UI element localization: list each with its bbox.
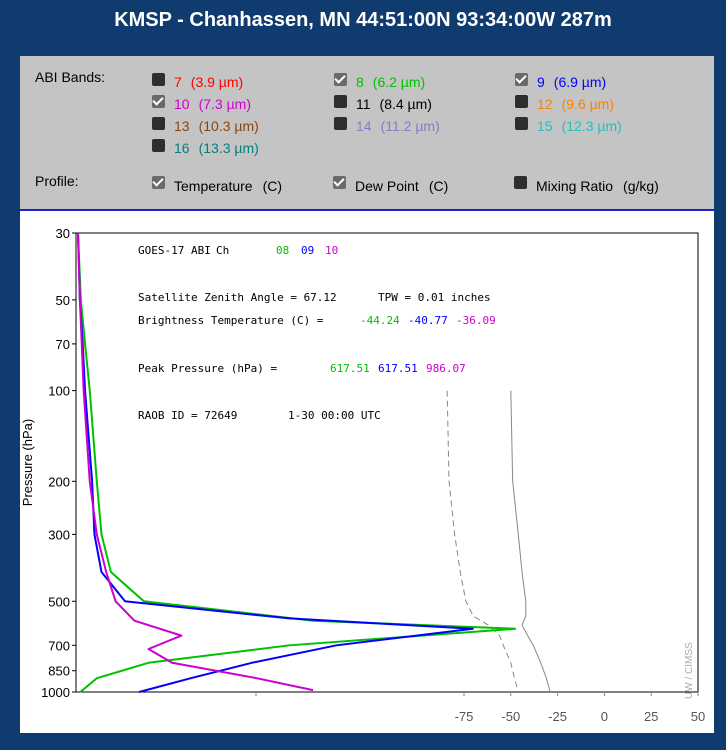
annotation-peak-value: 617.51 <box>378 362 418 375</box>
x-tick-label: -75 <box>455 709 474 724</box>
abi-bands-label: ABI Bands: <box>35 69 106 85</box>
band-number: 10 <box>174 96 190 112</box>
y-tick-label: 200 <box>48 474 70 489</box>
band-number: 12 <box>537 96 553 112</box>
band-number: 9 <box>537 74 545 90</box>
controls-panel: ABI Bands: Profile: 7 (3.9 µm) 8 (6.2 µm) 9 (… <box>20 56 714 211</box>
band-14-checkbox[interactable] <box>334 117 347 130</box>
band-number: 13 <box>174 118 190 134</box>
band-wavelength: (6.9 µm) <box>553 74 607 90</box>
profile-dew-point-label[interactable]: Dew Point (C) <box>355 178 448 194</box>
annotation-zenith: Satellite Zenith Angle = 67.12 <box>138 291 337 304</box>
band-number: 7 <box>174 74 182 90</box>
y-tick-label: 70 <box>56 337 70 352</box>
band-15-label[interactable]: 15 (12.3 µm) <box>537 118 622 134</box>
annotation-channel: 10 <box>325 244 338 257</box>
profile-name: Mixing Ratio <box>536 178 614 194</box>
band-13-checkbox[interactable] <box>152 117 165 130</box>
band-7-checkbox[interactable] <box>152 73 165 86</box>
band-8-checkbox[interactable] <box>334 73 347 86</box>
band-15-checkbox[interactable] <box>515 117 528 130</box>
band-wavelength: (8.4 µm) <box>379 96 432 112</box>
annotation-peak-label: Peak Pressure (hPa) = <box>138 362 277 375</box>
y-axis-label: Pressure (hPa) <box>20 419 35 506</box>
x-tick-label: 50 <box>691 709 705 724</box>
x-tick-label: -25 <box>548 709 567 724</box>
x-tick-label: 0 <box>601 709 608 724</box>
weighting-function-10 <box>77 232 314 692</box>
band-wavelength: (11.2 µm) <box>380 118 440 134</box>
band-16-label[interactable]: 16 (13.3 µm) <box>174 140 259 156</box>
band-14-label[interactable]: 14 (11.2 µm) <box>356 118 440 134</box>
y-tick-label: 850 <box>48 664 70 679</box>
annotation-bt-value: -36.09 <box>456 314 496 327</box>
band-11-label[interactable]: 11 (8.4 µm) <box>356 96 432 112</box>
band-number: 11 <box>356 96 371 112</box>
page-title: KMSP - Chanhassen, MN 44:51:00N 93:34:00… <box>114 9 612 31</box>
profile-unit: (C) <box>262 178 283 194</box>
profile-temperature-label[interactable]: Temperature (C) <box>174 178 282 194</box>
annotation-bt-value: -44.24 <box>360 314 400 327</box>
y-tick-label: 30 <box>56 226 70 241</box>
annotation-channel: 09 <box>301 244 314 257</box>
band-wavelength: (9.6 µm) <box>561 96 614 112</box>
chart-panel: 30 50 70 100 200 300 500 700 850 1000 Pressure (hP… <box>20 211 714 733</box>
y-tick-label: 1000 <box>41 685 70 700</box>
plot-frame <box>75 232 699 693</box>
band-wavelength: (12.3 µm) <box>561 118 622 134</box>
band-wavelength: (10.3 µm) <box>198 118 259 134</box>
annotation-peak-value: 617.51 <box>330 362 370 375</box>
x-tick-label: 25 <box>644 709 658 724</box>
annotation-peak-value: 986.07 <box>426 362 466 375</box>
profile-mixing-ratio-checkbox[interactable] <box>514 176 527 189</box>
band-12-checkbox[interactable] <box>515 95 528 108</box>
profile-mixing-ratio-label[interactable]: Mixing Ratio (g/kg) <box>536 178 659 194</box>
temperature-profile <box>510 390 551 693</box>
y-tick-label: 500 <box>48 594 70 609</box>
profile-unit: (C) <box>428 178 449 194</box>
profile-name: Temperature <box>174 178 253 194</box>
annotation-tpw: TPW = 0.01 inches <box>378 291 491 304</box>
annotation-bt-label: Brightness Temperature (C) = <box>138 314 324 327</box>
band-number: 16 <box>174 140 190 156</box>
credit-label: UW / CIMSS <box>684 642 695 699</box>
band-wavelength: (7.3 µm) <box>198 96 251 112</box>
y-tick-label: 50 <box>56 293 70 308</box>
band-number: 15 <box>537 118 553 134</box>
band-12-label[interactable]: 12 (9.6 µm) <box>537 96 614 112</box>
band-10-checkbox[interactable] <box>152 95 165 108</box>
band-16-checkbox[interactable] <box>152 139 165 152</box>
dewpoint-profile <box>446 390 519 693</box>
annotation-raob: RAOB ID = 72649 <box>138 409 237 422</box>
y-tick-label: 100 <box>48 384 70 399</box>
band-wavelength: (13.3 µm) <box>198 140 259 156</box>
band-11-checkbox[interactable] <box>334 95 347 108</box>
profile-name: Dew Point <box>355 178 419 194</box>
annotation-bt-value: -40.77 <box>408 314 448 327</box>
band-wavelength: (3.9 µm) <box>190 74 244 90</box>
weighting-function-08 <box>77 232 517 693</box>
y-tick-label: 700 <box>48 638 70 653</box>
band-10-label[interactable]: 10 (7.3 µm) <box>174 96 251 112</box>
band-9-checkbox[interactable] <box>515 73 528 86</box>
profile-label: Profile: <box>35 173 79 189</box>
annotation-time: 1-30 00:00 UTC <box>288 409 381 422</box>
y-tick-label: 300 <box>48 527 70 542</box>
annotation-channel: 08 <box>276 244 289 257</box>
weighting-function-09 <box>77 232 474 693</box>
band-13-label[interactable]: 13 (10.3 µm) <box>174 118 259 134</box>
band-7-label[interactable]: 7 (3.9 µm) <box>174 74 243 90</box>
profile-dew-point-checkbox[interactable] <box>333 176 346 189</box>
band-number: 14 <box>356 118 372 134</box>
profile-temperature-checkbox[interactable] <box>152 176 165 189</box>
band-8-label[interactable]: 8 (6.2 µm) <box>356 74 425 90</box>
band-wavelength: (6.2 µm) <box>372 74 426 90</box>
band-9-label[interactable]: 9 (6.9 µm) <box>537 74 606 90</box>
annotation-ch-label: Ch <box>216 244 229 257</box>
band-number: 8 <box>356 74 364 90</box>
annotation-satellite: GOES-17 ABI <box>138 244 211 257</box>
x-tick-label: -50 <box>501 709 520 724</box>
profile-unit: (g/kg) <box>623 178 659 194</box>
